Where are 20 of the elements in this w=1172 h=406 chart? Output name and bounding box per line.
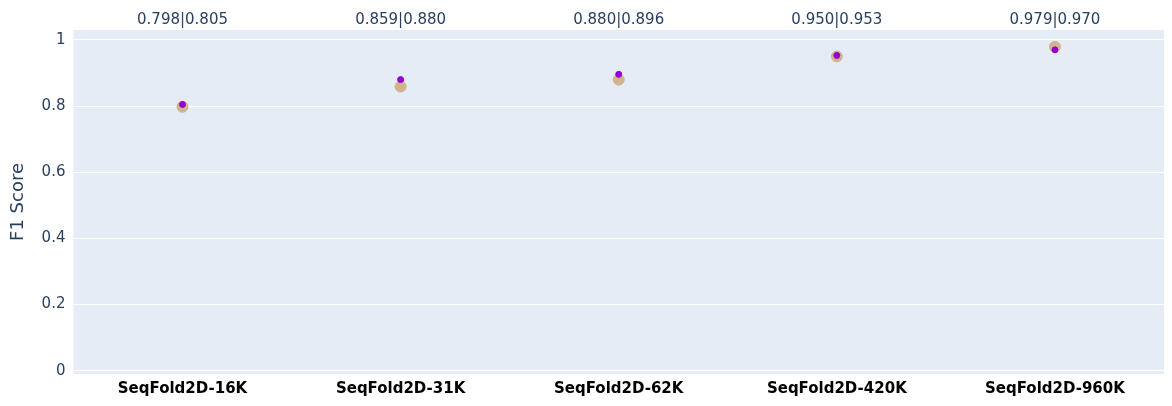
text: 0.950|0.953 [791, 10, 883, 29]
x-tick-label: SeqFold2D-16K [117, 378, 249, 397]
x-tick-label: SeqFold2D-420K [766, 378, 909, 397]
y-tick-label: 0.4 [41, 228, 66, 247]
point [394, 80, 407, 93]
y-axis-title: F1 Score [6, 163, 28, 241]
y-tick-label: 0 [55, 360, 66, 379]
point [397, 76, 405, 84]
y-tick-label: 1 [55, 29, 66, 48]
text: 0.859|0.880 [355, 10, 447, 29]
text: 0.798|0.805 [137, 10, 228, 29]
y-tick-label: 0.6 [41, 162, 66, 181]
y-tick-label: 0.8 [41, 95, 66, 114]
y-tick-label: 0.2 [41, 294, 66, 313]
x-tick-label: SeqFold2D-62K [554, 378, 685, 397]
x-tick-label: SeqFold2D-960K [985, 378, 1127, 397]
x-tick-label: SeqFold2D-31K [335, 378, 467, 397]
text: 0.880|0.896 [573, 10, 665, 29]
point [615, 70, 623, 78]
text: 0.979|0.970 [1009, 10, 1101, 29]
